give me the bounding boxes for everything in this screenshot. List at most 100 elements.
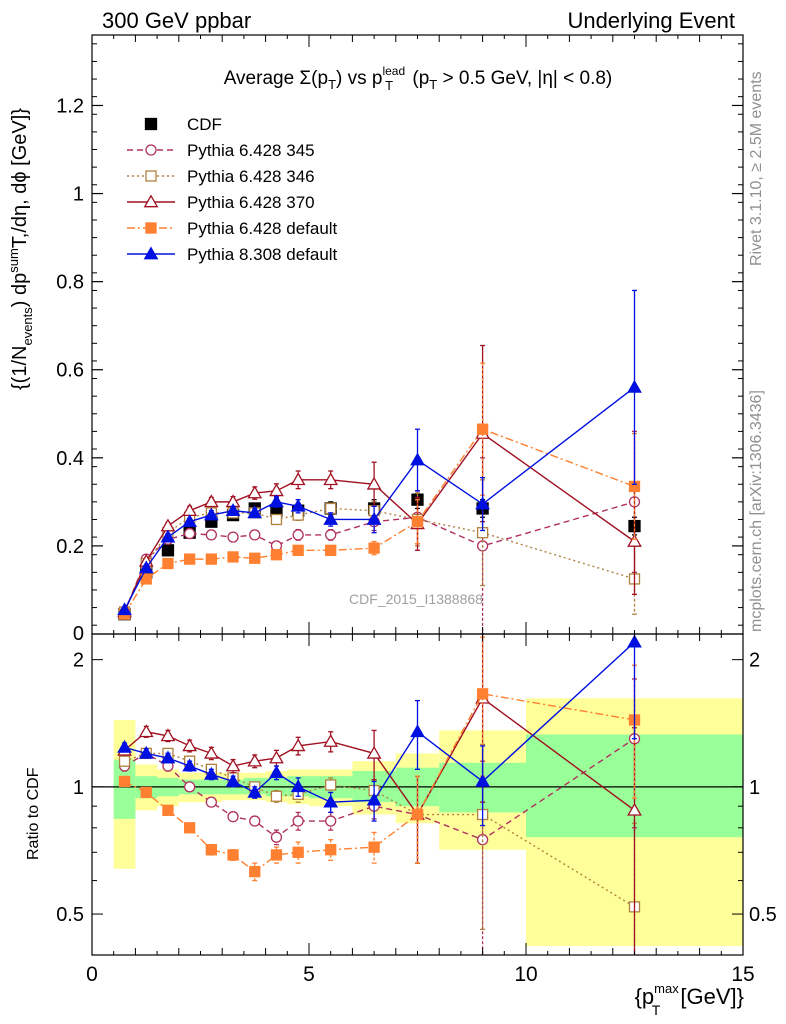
legend-marker [144, 117, 158, 131]
main-data-point [325, 529, 337, 541]
main-data-point [183, 553, 196, 565]
main-data-point [183, 527, 196, 540]
main-data-point [205, 529, 218, 541]
ratio-data-point [325, 815, 337, 827]
legend-entry: CDF [144, 115, 222, 134]
ratio-data-point [366, 792, 382, 806]
ratio-data-point [183, 822, 196, 834]
ratio-data-point [410, 724, 425, 738]
main-data-point [368, 542, 380, 554]
ratio-data-point [203, 766, 219, 780]
xlabel-sub: T [652, 1002, 661, 1018]
x-tick-label: 5 [303, 963, 315, 986]
ratio-data-point [160, 750, 176, 764]
ratio-y-tick-label-right: 0.5 [749, 904, 777, 926]
ratio-data-point [160, 728, 176, 742]
main-data-point [247, 485, 263, 499]
main-data-point [292, 544, 304, 556]
analysis-label: CDF_2015_I1388868 [349, 591, 483, 607]
ratio-data-point [325, 844, 337, 856]
ratio-stat-band [113, 759, 136, 819]
ratio-data-point [270, 849, 283, 861]
ratio-y-axis: 0.5 0.5 1 1 2 2 [56, 650, 777, 926]
legend-label: Pythia 6.428 346 [187, 167, 315, 186]
ratio-data-point [225, 758, 241, 772]
main-y-axis-label: {(1/Nevents) dpsumT,/dη, dϕ [GeV]} [6, 108, 35, 390]
main-y-tick-label: 0.8 [56, 272, 84, 294]
header-right: Underlying Event [567, 8, 735, 33]
ratio-data-point [140, 786, 152, 799]
ratio-data-point [205, 844, 218, 856]
ratio-data-point [323, 733, 339, 747]
main-data-point [366, 511, 382, 525]
xlabel-b: [GeV]} [674, 984, 744, 1009]
main-data-point [249, 552, 261, 564]
ylabel-c: T [9, 236, 31, 248]
legend-label: Pythia 8.308 default [187, 245, 338, 264]
main-data-point [292, 529, 304, 541]
legend-marker [143, 246, 159, 260]
main-y-axis: 0.2 0.4 0.6 0.8 1 1.2 0 [56, 43, 743, 645]
main-data-point [249, 529, 261, 541]
ratio-data-point [225, 773, 241, 787]
legend-label: Pythia 6.428 default [187, 219, 338, 238]
legend-marker [145, 222, 157, 234]
ratio-data-point [117, 739, 132, 753]
main-y-tick-label: 1.2 [56, 95, 84, 117]
main-data-point [325, 544, 337, 556]
ratio-data-point [292, 846, 304, 858]
main-y-tick-label: 0.6 [56, 360, 84, 382]
main-data-point [227, 531, 239, 543]
ratio-y-tick-label-left: 2 [73, 650, 84, 672]
legend-entry: Pythia 8.308 default [127, 245, 338, 264]
ratio-data-point [138, 724, 154, 738]
ratio-data-point [227, 811, 239, 823]
ratio-data-point [290, 779, 306, 793]
legend-entry: Pythia 6.428 default [127, 219, 338, 238]
ratio-data-point [118, 775, 131, 788]
main-data-point [247, 505, 263, 519]
main-data-point [203, 507, 219, 521]
ratio-data-point [269, 750, 284, 764]
main-series-line [123, 432, 635, 613]
ratio-data-point [118, 755, 131, 767]
main-data-point [627, 533, 642, 547]
main-data-point [269, 494, 284, 508]
ratio-data-point [269, 765, 284, 779]
xlabel-sup: max [654, 981, 679, 996]
ratio-data-point [249, 865, 261, 878]
main-data-point [366, 476, 382, 490]
ratio-error-bar [632, 634, 637, 740]
ratio-data-point [203, 745, 219, 759]
ratio-data-point [476, 688, 489, 700]
main-data-point [227, 551, 239, 563]
legend-entry: Pythia 6.428 346 [127, 167, 315, 186]
ratio-series-3 [117, 634, 642, 955]
main-data-point [225, 503, 241, 517]
main-data-point [182, 503, 198, 517]
main-data-point [323, 472, 339, 486]
main-series-3 [117, 344, 642, 618]
ratio-data-point [183, 781, 196, 793]
legend-label: Pythia 6.428 345 [187, 141, 315, 160]
legend-marker [145, 170, 157, 182]
main-data-point [411, 516, 424, 528]
main-data-layer [117, 289, 642, 634]
title-cut: (p [407, 68, 429, 89]
x-tick-label: 0 [86, 963, 98, 986]
rivet-label: Rivet 3.1.10, ≥ 2.5M events [748, 71, 765, 266]
main-data-point [290, 472, 306, 486]
mcplots-label: mcplots.cern.ch [arXiv:1306.3436] [748, 390, 765, 632]
title-vs: vs p [342, 68, 382, 89]
ratio-data-point [366, 745, 382, 759]
ratio-series-line [124, 693, 635, 873]
ratio-data-point [368, 841, 380, 853]
main-data-point [290, 498, 306, 512]
ratio-data-point [475, 773, 490, 787]
title-sigma: Σ(p [299, 68, 328, 89]
title-sigma-sub: T [328, 77, 336, 92]
main-data-point [410, 452, 425, 466]
xlabel-a: {p [635, 984, 655, 1009]
legend-entry: Pythia 6.428 370 [127, 193, 315, 212]
